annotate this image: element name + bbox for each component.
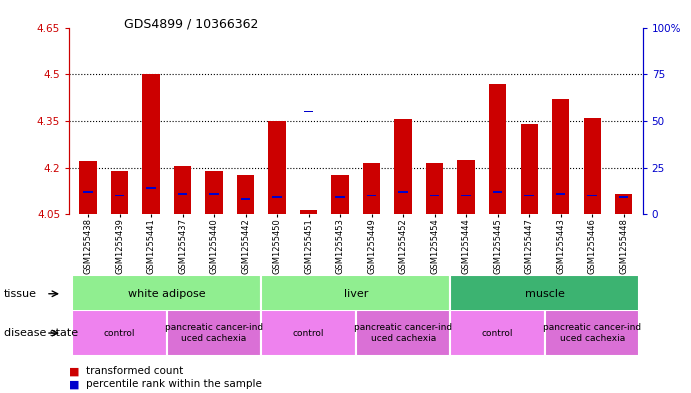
Bar <box>237 175 254 214</box>
Text: muscle: muscle <box>525 289 565 299</box>
Text: pancreatic cancer-ind
uced cachexia: pancreatic cancer-ind uced cachexia <box>354 323 452 343</box>
Bar <box>261 310 356 356</box>
Bar <box>426 163 444 214</box>
Bar <box>115 195 124 196</box>
Bar <box>205 171 223 214</box>
Bar <box>73 310 167 356</box>
Bar <box>451 275 639 312</box>
Bar <box>304 110 313 112</box>
Bar <box>174 166 191 214</box>
Text: pancreatic cancer-ind
uced cachexia: pancreatic cancer-ind uced cachexia <box>165 323 263 343</box>
Bar <box>451 310 545 356</box>
Bar <box>268 121 286 214</box>
Bar <box>167 310 261 356</box>
Text: ■: ■ <box>69 366 79 376</box>
Bar <box>178 193 187 195</box>
Bar <box>619 196 629 198</box>
Bar <box>272 196 282 198</box>
Bar <box>524 195 534 196</box>
Text: control: control <box>104 329 135 338</box>
Bar <box>209 193 219 195</box>
Text: pancreatic cancer-ind
uced cachexia: pancreatic cancer-ind uced cachexia <box>543 323 641 343</box>
Bar <box>146 187 155 189</box>
Bar <box>73 275 261 312</box>
Text: liver: liver <box>343 289 368 299</box>
Bar <box>493 191 502 193</box>
Bar <box>615 194 632 214</box>
Bar <box>520 124 538 214</box>
Bar <box>399 191 408 193</box>
Bar <box>83 191 93 193</box>
Bar <box>583 118 601 214</box>
Bar <box>556 193 565 195</box>
Text: transformed count: transformed count <box>86 366 184 376</box>
Bar <box>587 195 597 196</box>
Bar <box>240 198 250 200</box>
Bar <box>367 195 377 196</box>
Text: GDS4899 / 10366362: GDS4899 / 10366362 <box>124 18 258 31</box>
Text: control: control <box>293 329 324 338</box>
Bar <box>489 84 507 214</box>
Text: control: control <box>482 329 513 338</box>
Bar <box>356 310 451 356</box>
Bar <box>462 195 471 196</box>
Text: ■: ■ <box>69 379 79 389</box>
Bar <box>545 310 639 356</box>
Bar <box>79 161 97 214</box>
Bar <box>430 195 439 196</box>
Bar <box>335 196 345 198</box>
Bar <box>363 163 380 214</box>
Text: tissue: tissue <box>4 289 37 299</box>
Bar <box>332 175 349 214</box>
Bar <box>395 119 412 214</box>
Text: white adipose: white adipose <box>128 289 206 299</box>
Bar <box>261 275 451 312</box>
Bar <box>457 160 475 214</box>
Text: disease state: disease state <box>4 328 78 338</box>
Bar <box>111 171 129 214</box>
Text: percentile rank within the sample: percentile rank within the sample <box>86 379 263 389</box>
Bar <box>552 99 569 214</box>
Bar <box>300 209 317 214</box>
Bar <box>142 74 160 214</box>
